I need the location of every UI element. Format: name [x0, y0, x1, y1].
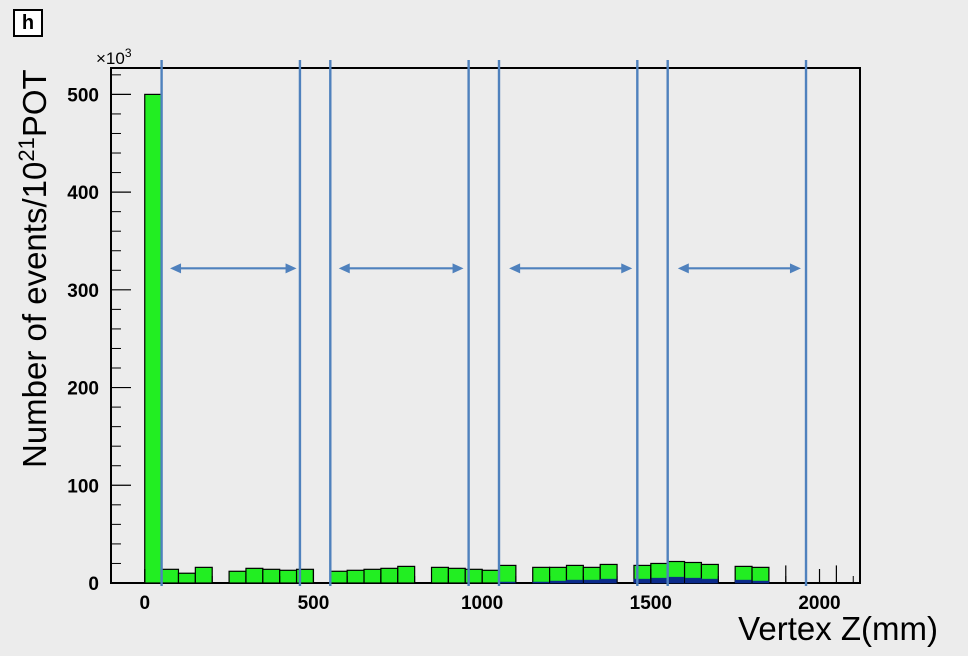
- histogram-bar: [194, 566, 213, 584]
- secondary-bar: [599, 578, 618, 584]
- x-tick-label: 2000: [798, 593, 840, 614]
- y-multiplier-label: ×103: [96, 46, 132, 68]
- region-arrows: [170, 263, 801, 274]
- y-tick-label: 100: [67, 476, 99, 497]
- histogram-bar: [447, 567, 466, 584]
- arrow-head-right: [285, 263, 297, 274]
- secondary-bar: [583, 579, 601, 584]
- histogram-bar: [532, 566, 551, 584]
- secondary-bar: [549, 580, 567, 584]
- histogram-bar: [177, 572, 196, 584]
- histogram-bar: [329, 570, 348, 584]
- histogram-bar: [549, 566, 568, 584]
- histogram-bar: [161, 568, 180, 584]
- histogram-bar: [380, 567, 399, 584]
- x-tick-label: 500: [298, 593, 330, 614]
- histogram-bar: [481, 569, 500, 584]
- spike-lines: [785, 565, 837, 583]
- histogram-bar: [397, 565, 416, 584]
- histogram-bar: [430, 566, 449, 584]
- histogram-bar: [346, 569, 365, 584]
- x-axis-title: Vertex Z(mm): [738, 610, 938, 647]
- arrow-head-right: [789, 263, 801, 274]
- arrow-head-right: [452, 263, 464, 274]
- histogram-bar: [279, 569, 298, 584]
- x-tick-label: 1000: [461, 593, 503, 614]
- histogram-bar: [262, 568, 281, 584]
- y-tick-label: 500: [67, 85, 99, 106]
- arrow-head-right: [621, 263, 633, 274]
- arrow-head-left: [509, 263, 521, 274]
- secondary-bar: [532, 581, 550, 584]
- secondary-bar: [684, 577, 702, 584]
- secondary-bar: [734, 579, 753, 584]
- secondary-bar: [667, 576, 685, 584]
- secondary-bar: [498, 581, 517, 584]
- plot-frame: [110, 67, 861, 584]
- axes: 0 500 1000 1500 2000 0 100 200 300 400 500: [67, 74, 854, 614]
- y-axis-title: Number of events/1021POT: [14, 69, 53, 468]
- secondary-bar: [701, 578, 719, 584]
- histogram-bar: [228, 570, 247, 584]
- arrow-head-left: [170, 263, 182, 274]
- x-tick-label: 0: [139, 593, 150, 614]
- histogram-bar: [144, 93, 163, 584]
- histogram-bar: [498, 564, 517, 584]
- arrow-head-left: [677, 263, 689, 274]
- x-tick-label: 1500: [630, 593, 672, 614]
- y-tick-label: 300: [67, 281, 99, 302]
- region-markers: [160, 60, 808, 586]
- y-tick-label: 400: [67, 183, 99, 204]
- blue-series: [498, 576, 770, 584]
- y-tick-label: 0: [88, 574, 99, 595]
- histogram-bar: [751, 566, 770, 584]
- secondary-bar: [650, 577, 668, 584]
- histogram-bar: [363, 568, 382, 584]
- green-series: [144, 93, 770, 584]
- panel-label: h: [13, 9, 43, 37]
- y-tick-label: 200: [67, 379, 99, 400]
- arrow-head-left: [338, 263, 350, 274]
- secondary-bar: [751, 580, 770, 584]
- secondary-bar: [566, 579, 584, 584]
- histogram-bar: [245, 567, 264, 584]
